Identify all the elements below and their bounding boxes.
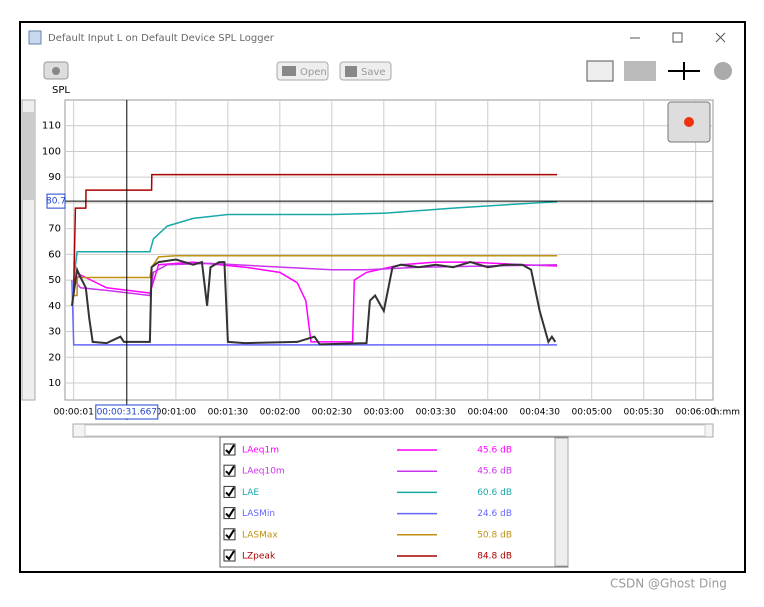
legend-readout: 45.6 dB: [477, 446, 512, 456]
open-icon: [282, 66, 296, 76]
legend-check: [225, 508, 235, 519]
legend-check: [225, 465, 235, 476]
legend-name: LAeq1m: [242, 446, 279, 456]
app-icon: [28, 30, 42, 45]
y-tick-label: 70: [48, 224, 61, 235]
x-tick-label: 00:05:00: [572, 408, 613, 418]
legend-scrollbar[interactable]: [554, 437, 569, 567]
watermark: CSDN @Ghost Ding: [610, 577, 727, 591]
x-tick-label: 00:06:00: [675, 408, 716, 418]
x-tick-label: 00:03:00: [364, 408, 405, 418]
legend-check: [225, 550, 235, 561]
series-line: [70, 258, 557, 346]
legend-name: LAeq10m: [242, 467, 285, 477]
maximize[interactable]: [672, 32, 683, 43]
legend-readout: 45.6 dB: [477, 467, 512, 477]
legend-checkbox[interactable]: [223, 507, 236, 520]
plot-area: [64, 99, 714, 401]
y-tick-label: 100: [42, 146, 61, 157]
legend-checkbox[interactable]: [223, 485, 236, 498]
x-tick-label: 00:00:01: [53, 408, 93, 418]
cursor-y-label: 80.7: [46, 197, 66, 207]
legend-check: [225, 486, 235, 497]
h-scroll-thumb[interactable]: [84, 424, 706, 437]
legend-readout: 24.6 dB: [477, 509, 512, 519]
legend-name: LASMin: [242, 509, 275, 519]
legend-checkbox[interactable]: [223, 464, 236, 477]
move-button[interactable]: [668, 62, 700, 80]
close[interactable]: [715, 32, 726, 43]
x-tick-label: 00:05:30: [623, 408, 664, 418]
x-tick-label: 00:04:00: [468, 408, 509, 418]
open-label: Open: [300, 67, 327, 78]
y-tick-label: 60: [48, 249, 61, 260]
x-tick-label: 00:02:30: [312, 408, 353, 418]
save-icon: [345, 66, 357, 77]
y-tick-label: 30: [48, 327, 61, 338]
legend-checkbox[interactable]: [223, 528, 236, 541]
y-tick-label: 40: [48, 301, 61, 312]
camera-lens: [52, 67, 60, 75]
x-tick-label: 00:03:30: [416, 408, 457, 418]
legend: [219, 436, 569, 568]
legend-checkbox[interactable]: [223, 443, 236, 456]
x-tick-label: 00:01:30: [208, 408, 249, 418]
cursor-x-box: [95, 404, 159, 420]
y-tick-label: 90: [48, 172, 61, 183]
series-line: [72, 173, 558, 291]
settings-button[interactable]: [714, 62, 732, 80]
legend-check: [225, 444, 235, 455]
layout-button[interactable]: [586, 60, 614, 82]
legend-readout: 50.8 dB: [477, 530, 512, 540]
y-axis-label: SPL: [52, 85, 70, 96]
x-tick-label: 00:02:00: [260, 408, 301, 418]
y-tick-label: 110: [42, 121, 61, 132]
cursor-y-box: [46, 193, 66, 209]
legend-check: [225, 529, 235, 540]
series-line: [72, 200, 558, 281]
x-tick-label: 00:04:30: [520, 408, 561, 418]
legend-checkbox[interactable]: [223, 549, 236, 562]
x-axis-unit: h:mm: [714, 408, 740, 418]
legend-readout: 60.6 dB: [477, 488, 512, 498]
legend-name: LZpeak: [242, 552, 276, 562]
save-label: Save: [361, 67, 386, 78]
window-title: Default Input L on Default Device SPL Lo…: [48, 33, 275, 44]
v-scroll-thumb[interactable]: [23, 112, 34, 200]
y-tick-label: 10: [48, 378, 61, 389]
cursor-x-label: 00:00:31.667: [97, 408, 157, 418]
series-line: [73, 262, 558, 297]
legend-name: LASMax: [242, 530, 278, 540]
x-tick-label: 00:01:00: [156, 408, 197, 418]
legend-name: LAE: [242, 488, 259, 498]
record-icon: [684, 117, 694, 127]
y-tick-label: 20: [48, 352, 61, 363]
legend-readout: 84.8 dB: [477, 552, 512, 562]
panel-button[interactable]: [624, 61, 656, 81]
y-tick-label: 50: [48, 275, 61, 286]
